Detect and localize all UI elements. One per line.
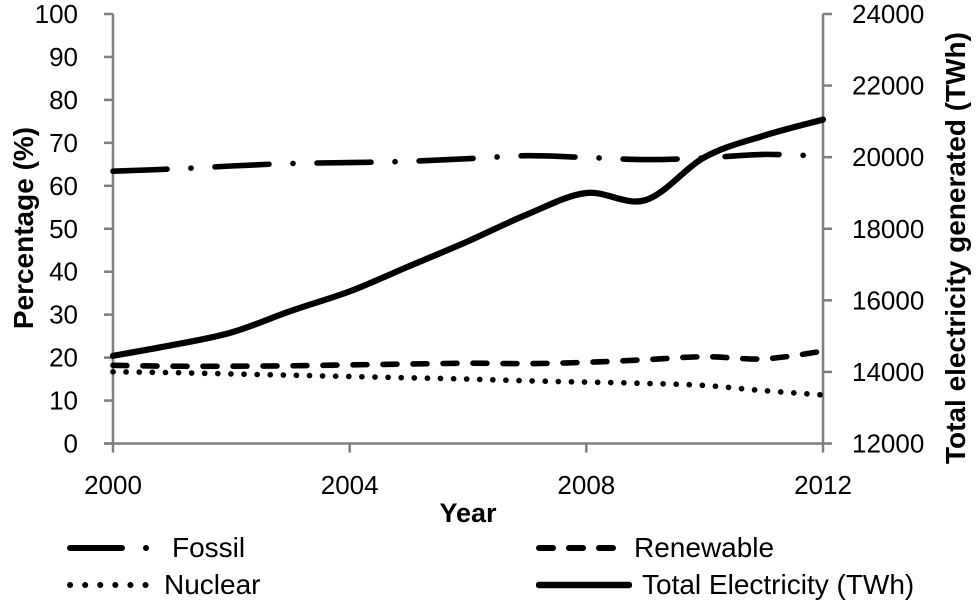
renewable-dashed-line-icon [536,545,624,551]
legend-item-fossil: Fossil [66,532,245,564]
svg-text:20: 20 [49,343,78,373]
nuclear-dotted-line-icon [67,582,153,588]
legend-item-renewable: Renewable [536,532,774,564]
svg-text:80: 80 [49,85,78,115]
left-axis-title: Percentage (%) [8,126,39,330]
right-axis-title: Total electricity generated (TWh) [940,32,971,464]
legend-label: Renewable [634,532,775,563]
svg-text:16000: 16000 [852,285,924,315]
svg-text:2012: 2012 [794,470,852,500]
series-line-fossil [110,151,826,174]
svg-text:2000: 2000 [84,470,142,500]
svg-text:90: 90 [49,42,78,72]
total-electricity-solid-line-icon [536,581,632,589]
legend-label: Fossil [172,532,246,563]
svg-text:18000: 18000 [852,214,924,244]
svg-text:24000: 24000 [852,0,924,29]
series-line-total-electricity-twh [109,116,827,359]
svg-text:10: 10 [49,386,78,416]
svg-text:50: 50 [49,214,78,244]
svg-text:0: 0 [64,429,78,459]
svg-text:20000: 20000 [852,142,924,172]
svg-text:40: 40 [49,257,78,287]
series-line-nuclear [110,369,826,398]
svg-text:30: 30 [49,300,78,330]
svg-text:100: 100 [35,0,78,29]
x-axis-title: Year [439,498,497,528]
legend-label: Nuclear [164,569,261,600]
svg-text:2008: 2008 [557,470,615,500]
svg-text:22000: 22000 [852,71,924,101]
svg-text:2004: 2004 [321,470,379,500]
series-line-renewable [110,348,826,370]
legend-label: Total Electricity (TWh) [642,569,915,600]
legend-item-nuclear: Nuclear [66,569,260,601]
svg-text:14000: 14000 [852,357,924,387]
svg-text:70: 70 [49,128,78,158]
svg-text:12000: 12000 [852,429,924,459]
legend-item-total-electricity: Total Electricity (TWh) [536,569,914,601]
fossil-dash-dot-line-icon [67,545,161,551]
svg-text:60: 60 [49,171,78,201]
